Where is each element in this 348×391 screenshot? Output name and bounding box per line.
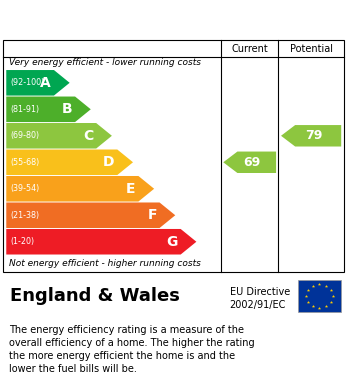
Polygon shape xyxy=(6,123,112,149)
Text: Not energy efficient - higher running costs: Not energy efficient - higher running co… xyxy=(9,259,200,268)
Polygon shape xyxy=(6,149,133,175)
Polygon shape xyxy=(6,97,91,122)
Text: (39-54): (39-54) xyxy=(10,184,40,193)
FancyBboxPatch shape xyxy=(298,280,341,312)
Text: C: C xyxy=(83,129,93,143)
Text: Potential: Potential xyxy=(290,44,333,54)
Text: The energy efficiency rating is a measure of the
overall efficiency of a home. T: The energy efficiency rating is a measur… xyxy=(9,325,254,375)
Text: Energy Efficiency Rating: Energy Efficiency Rating xyxy=(9,11,230,26)
Text: (92-100): (92-100) xyxy=(10,78,45,87)
Text: B: B xyxy=(62,102,72,116)
Text: Very energy efficient - lower running costs: Very energy efficient - lower running co… xyxy=(9,58,201,67)
Text: England & Wales: England & Wales xyxy=(10,287,180,305)
Text: EU Directive: EU Directive xyxy=(230,287,290,297)
Text: (81-91): (81-91) xyxy=(10,105,40,114)
Text: D: D xyxy=(103,155,114,169)
Text: (69-80): (69-80) xyxy=(10,131,40,140)
Polygon shape xyxy=(281,125,341,147)
Text: (55-68): (55-68) xyxy=(10,158,40,167)
Text: Current: Current xyxy=(231,44,268,54)
Text: 69: 69 xyxy=(244,156,261,169)
Text: E: E xyxy=(126,182,136,196)
Polygon shape xyxy=(6,203,175,228)
Polygon shape xyxy=(6,176,154,201)
Text: (21-38): (21-38) xyxy=(10,211,40,220)
Text: 79: 79 xyxy=(306,129,323,142)
Text: (1-20): (1-20) xyxy=(10,237,34,246)
Text: A: A xyxy=(40,76,51,90)
Text: G: G xyxy=(166,235,178,249)
Text: F: F xyxy=(147,208,157,222)
Text: 2002/91/EC: 2002/91/EC xyxy=(230,300,286,310)
Polygon shape xyxy=(223,152,276,173)
Polygon shape xyxy=(6,70,70,95)
Polygon shape xyxy=(6,229,196,255)
